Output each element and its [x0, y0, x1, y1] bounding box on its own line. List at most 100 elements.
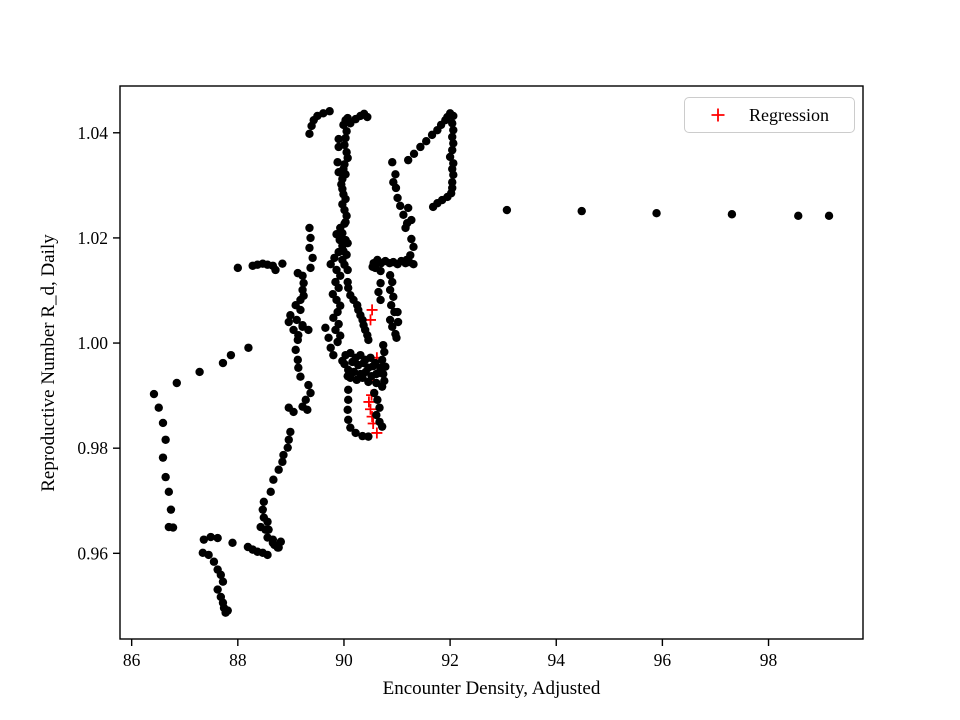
data-point	[306, 388, 315, 398]
data-point	[305, 223, 314, 233]
data-point	[401, 223, 410, 233]
data-point	[306, 233, 315, 243]
data-point	[226, 350, 236, 360]
data-point	[308, 253, 317, 263]
plot-frame	[119, 85, 864, 640]
data-point	[289, 407, 298, 417]
data-point	[259, 497, 269, 507]
data-point	[299, 278, 308, 288]
data-point	[266, 487, 275, 497]
data-point	[374, 287, 383, 297]
data-point	[351, 428, 360, 438]
data-point	[393, 317, 403, 327]
data-point	[336, 331, 345, 340]
data-point	[263, 517, 272, 526]
x-tick-label: 96	[654, 650, 672, 670]
data-point	[333, 337, 342, 347]
data-point	[333, 307, 342, 317]
data-point	[333, 158, 342, 167]
data-point	[407, 215, 416, 225]
data-point	[393, 307, 402, 317]
data-point	[298, 271, 307, 280]
data-point	[377, 422, 387, 431]
data-point	[577, 206, 586, 216]
data-point	[334, 283, 343, 293]
data-point	[204, 550, 213, 560]
data-point	[336, 223, 345, 233]
data-point	[296, 372, 305, 381]
data-point	[402, 255, 411, 265]
data-point	[269, 475, 278, 484]
data-point	[244, 343, 253, 352]
data-point	[364, 432, 373, 441]
data-point	[166, 505, 176, 514]
data-point	[388, 158, 397, 167]
data-point	[334, 247, 343, 257]
data-point	[399, 210, 408, 219]
data-point	[409, 149, 419, 159]
data-point	[396, 201, 405, 211]
data-point	[343, 153, 352, 163]
data-point	[293, 335, 302, 345]
data-point	[343, 371, 352, 381]
data-point	[304, 325, 313, 335]
data-point	[324, 333, 333, 342]
data-point	[346, 423, 355, 432]
data-point	[329, 313, 338, 323]
data-point	[305, 129, 314, 139]
data-point	[330, 253, 339, 263]
data-point	[294, 363, 303, 372]
data-point	[161, 435, 170, 444]
data-point	[385, 315, 395, 325]
y-tick-label: 0.98	[77, 438, 108, 458]
data-point	[264, 525, 273, 534]
regression-marker	[364, 403, 376, 415]
data-point	[213, 585, 222, 594]
data-point	[154, 403, 163, 412]
data-point	[336, 301, 345, 310]
legend: Regression	[684, 97, 855, 133]
plus-icon	[705, 107, 731, 123]
data-point	[218, 577, 228, 586]
data-point	[373, 395, 382, 405]
data-point	[284, 435, 293, 444]
data-point	[158, 418, 168, 428]
data-point	[388, 277, 397, 287]
data-point	[372, 378, 381, 388]
data-point	[206, 532, 215, 542]
y-tick-label: 1.00	[77, 333, 108, 353]
data-point	[326, 343, 335, 352]
data-point	[331, 325, 340, 335]
data-point	[403, 203, 413, 213]
data-point	[416, 142, 425, 152]
data-point	[377, 355, 387, 365]
x-tick-label: 94	[547, 650, 565, 670]
data-point	[168, 523, 178, 532]
data-point	[375, 403, 384, 412]
data-point	[284, 317, 293, 327]
data-point	[376, 266, 385, 276]
data-point	[448, 132, 457, 142]
data-point	[363, 112, 372, 122]
data-point	[305, 243, 314, 253]
data-point	[386, 301, 396, 310]
data-point	[278, 457, 287, 467]
data-point	[195, 367, 204, 377]
data-point	[149, 389, 159, 399]
x-axis-label: Encounter Density, Adjusted	[382, 678, 601, 699]
data-point	[342, 211, 351, 221]
data-point	[321, 323, 330, 333]
data-point	[326, 260, 335, 269]
data-point	[376, 278, 385, 288]
data-point	[325, 107, 334, 116]
data-point	[343, 265, 352, 275]
data-point	[344, 395, 353, 405]
regression-marker	[364, 314, 376, 326]
data-point	[376, 295, 385, 305]
data-point	[292, 315, 301, 325]
y-tick-label: 1.04	[77, 123, 108, 143]
data-point	[445, 152, 455, 162]
data-point	[223, 606, 232, 615]
data-point	[344, 283, 353, 293]
